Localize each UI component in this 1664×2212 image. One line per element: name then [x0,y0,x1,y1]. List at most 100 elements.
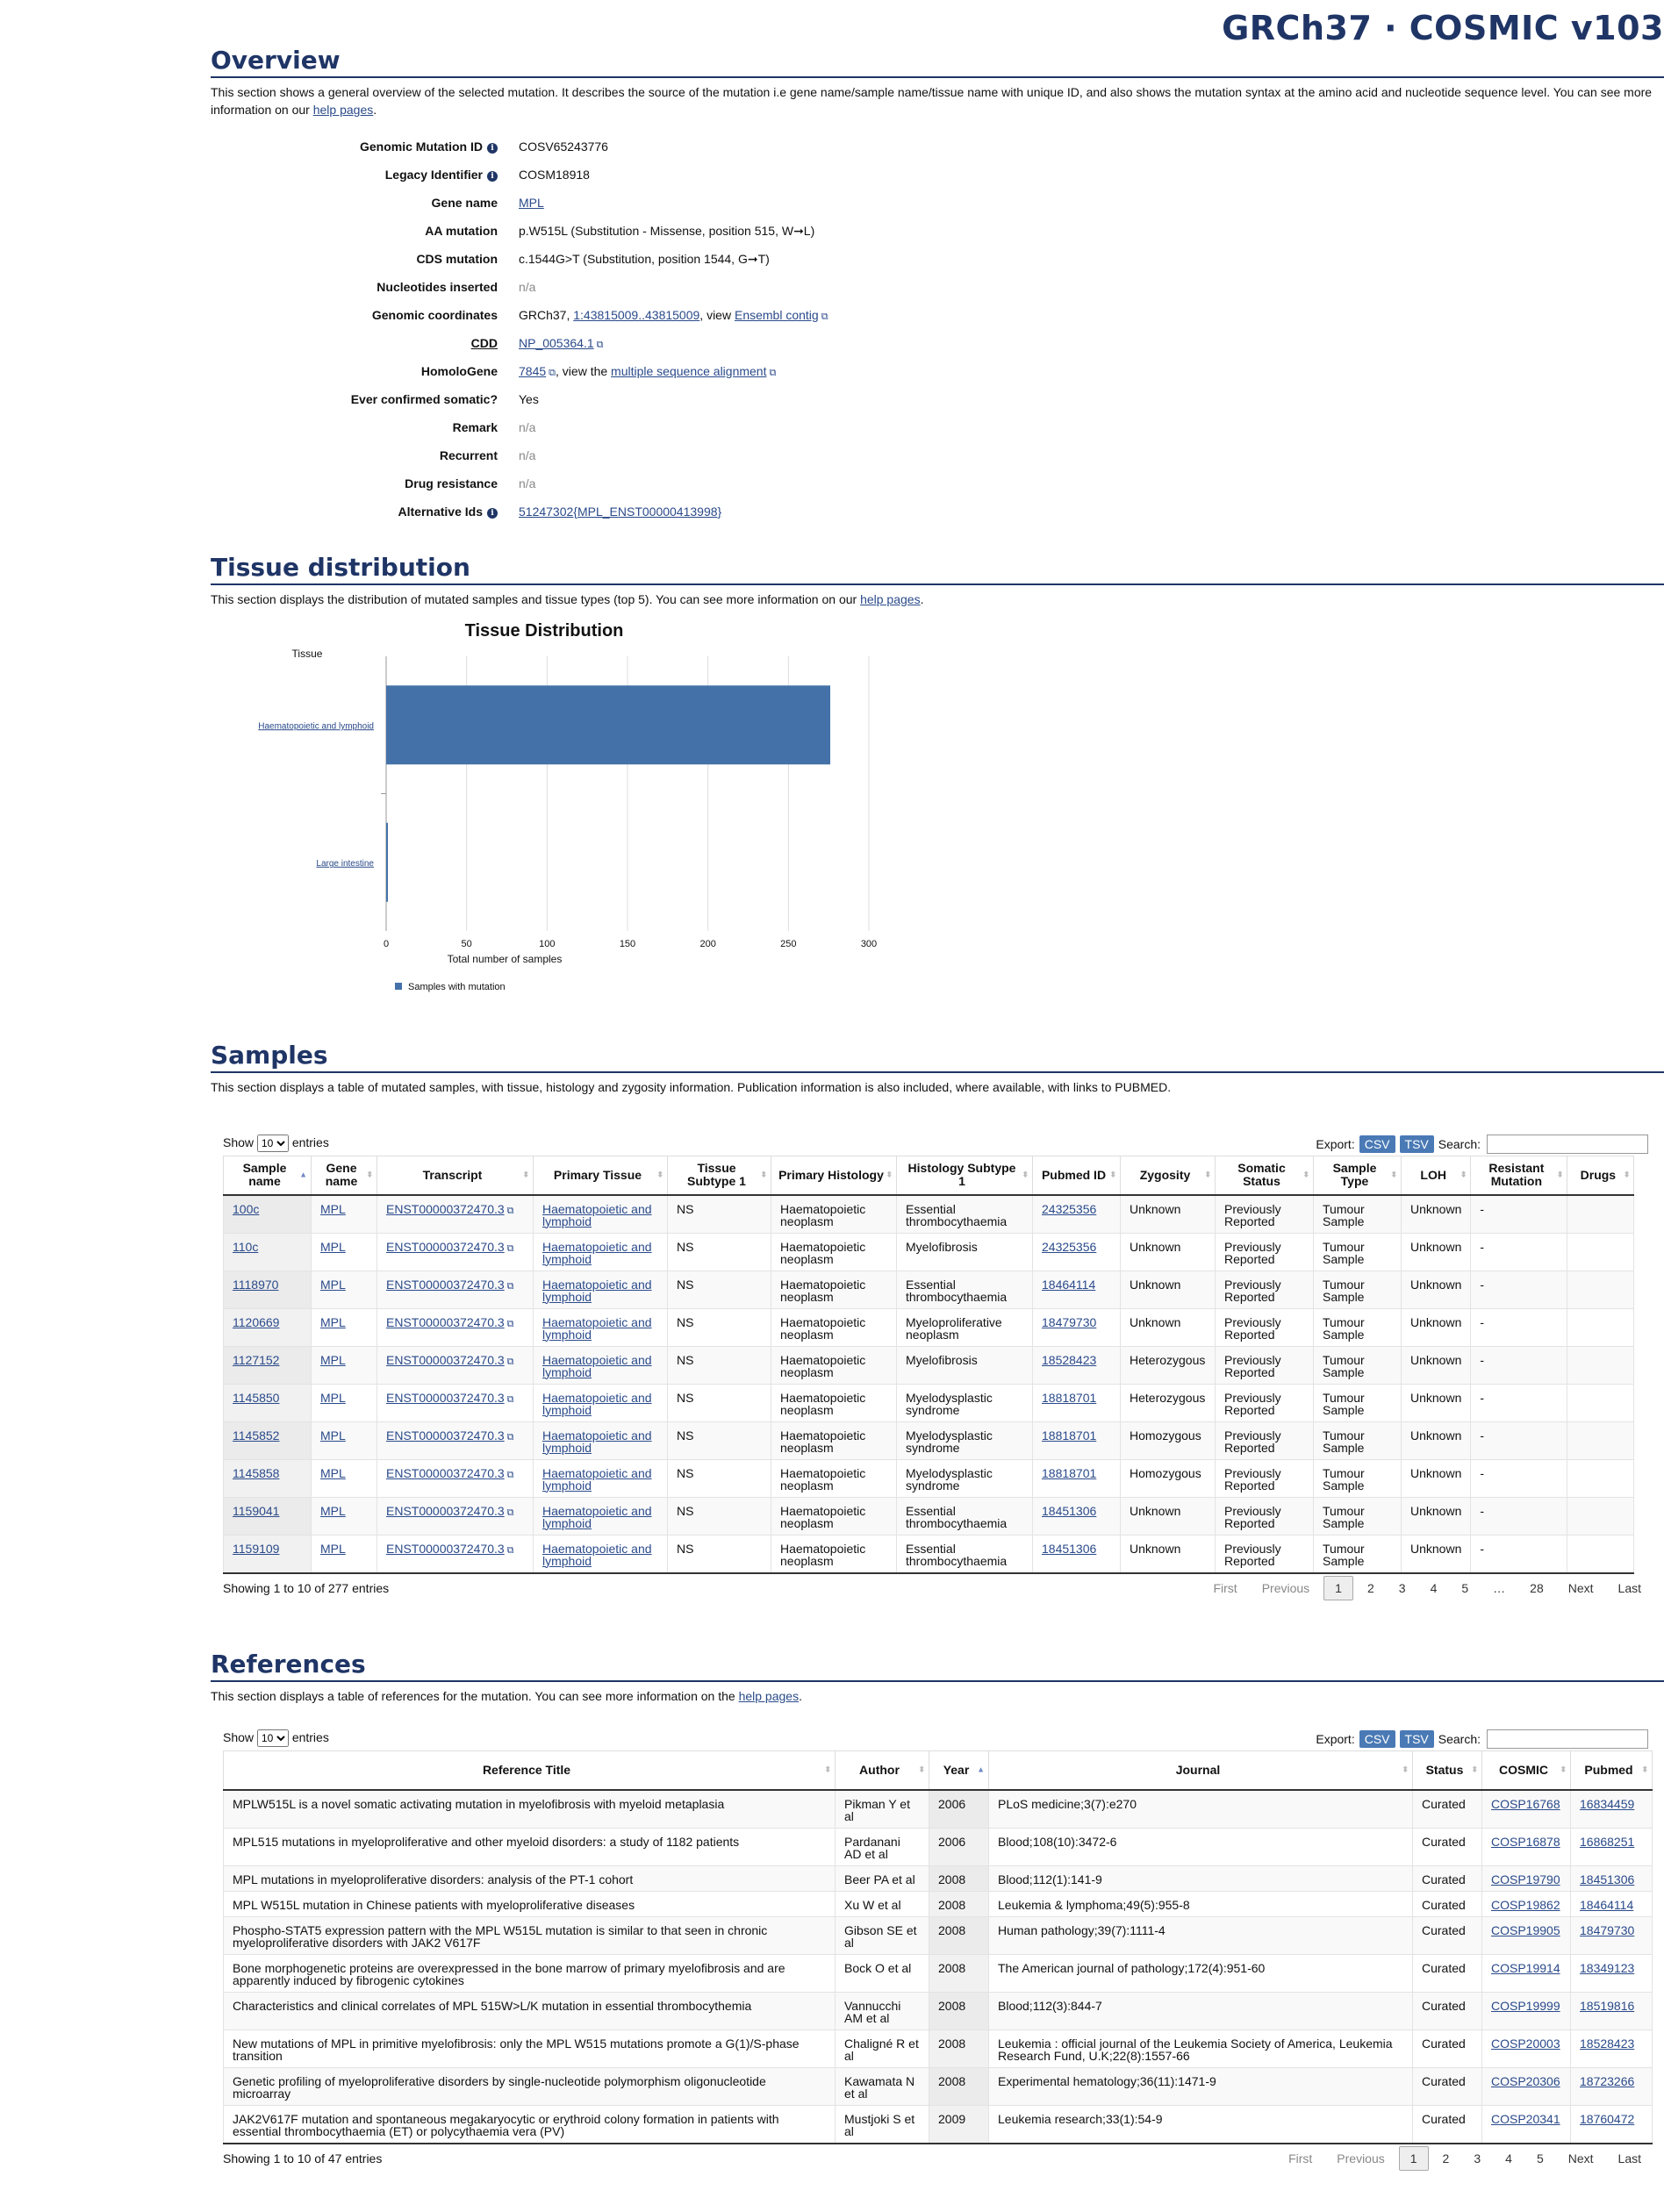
pubmed-link[interactable]: 18464114 [1580,1897,1634,1912]
samples-length-select[interactable]: 10 [256,1135,289,1152]
transcript-link[interactable]: ENST00000372470.3 [386,1503,505,1518]
ensembl-contig-link[interactable]: Ensembl contig [734,307,819,322]
page-last-button[interactable]: Last [1617,2151,1641,2165]
tissue-link[interactable]: Haematopoietic and lymphoid [542,1277,652,1304]
page-next-button[interactable]: Next [1567,2151,1594,2165]
page-previous-button[interactable]: Previous [1261,1580,1310,1595]
cosmic-link[interactable]: COSP19905 [1491,1922,1560,1937]
transcript-link[interactable]: ENST00000372470.3 [386,1465,505,1480]
export-csv-button[interactable]: CSV [1359,1135,1395,1153]
page-4-button[interactable]: 4 [1430,1580,1438,1595]
col-header-pubmed-id[interactable]: Pubmed ID ⬍ [1032,1156,1121,1196]
sample-link[interactable]: 1159041 [233,1503,280,1518]
transcript-link[interactable]: ENST00000372470.3 [386,1390,505,1405]
samples-search-input[interactable] [1487,1135,1648,1154]
page-28-button[interactable]: 28 [1530,1580,1544,1595]
col-header-status[interactable]: Status ⬍ [1412,1750,1482,1791]
transcript-link[interactable]: ENST00000372470.3 [386,1239,505,1254]
col-header-year[interactable]: Year ▲ [929,1750,989,1791]
export-tsv-button[interactable]: TSV [1399,1730,1434,1748]
gene-link[interactable]: MPL [320,1239,346,1254]
transcript-link[interactable]: ENST00000372470.3 [386,1428,505,1442]
page-2-button[interactable]: 2 [1366,1580,1374,1595]
cosmic-link[interactable]: COSP16878 [1491,1834,1560,1849]
tissue-link[interactable]: Haematopoietic and lymphoid [542,1239,652,1266]
export-csv-button[interactable]: CSV [1359,1730,1395,1748]
alternative-id-link[interactable]: 51247302{MPL_ENST00000413998} [519,505,722,519]
cosmic-link[interactable]: COSP19914 [1491,1960,1560,1975]
pubmed-link[interactable]: 18760472 [1580,2111,1635,2126]
pubmed-link[interactable]: 24325356 [1042,1239,1097,1254]
gene-link[interactable]: MPL [320,1465,346,1480]
pubmed-link[interactable]: 18519816 [1580,1998,1635,2013]
tissue-link[interactable]: Haematopoietic and lymphoid [542,1465,652,1493]
pubmed-link[interactable]: 24325356 [1042,1201,1097,1216]
gene-link[interactable]: MPL [320,1541,346,1556]
gene-link[interactable]: MPL [320,1390,346,1405]
help-pages-link[interactable]: help pages [312,103,374,117]
tissue-link[interactable]: Haematopoietic and lymphoid [542,1314,652,1342]
tissue-link[interactable]: Haematopoietic and lymphoid [542,1390,652,1417]
references-search-input[interactable] [1487,1729,1648,1749]
col-header-primary-tissue[interactable]: Primary Tissue ⬍ [533,1156,668,1196]
pubmed-link[interactable]: 18528423 [1580,2036,1635,2051]
sample-link[interactable]: 1120669 [233,1314,280,1329]
pubmed-link[interactable]: 18818701 [1042,1428,1097,1442]
info-icon[interactable]: i [487,143,498,154]
col-header-loh[interactable]: LOH ⬍ [1400,1156,1472,1196]
pubmed-link[interactable]: 18451306 [1042,1503,1097,1518]
pubmed-link[interactable]: 18479730 [1042,1314,1097,1329]
gene-link[interactable]: MPL [320,1277,346,1292]
page-first-button[interactable]: First [1288,2151,1313,2165]
page-next-button[interactable]: Next [1567,1580,1594,1595]
pubmed-link[interactable]: 18451306 [1580,1872,1635,1886]
gene-link[interactable]: MPL [320,1314,346,1329]
cosmic-link[interactable]: COSP19790 [1491,1872,1560,1886]
tissue-link[interactable]: Haematopoietic and lymphoid [542,1541,652,1568]
bar[interactable] [386,685,830,765]
gene-link[interactable]: MPL [320,1201,346,1216]
page-5-button[interactable]: 5 [1536,2151,1544,2165]
page-1-button[interactable]: 1 [1323,1575,1353,1600]
sample-link[interactable]: 1145858 [233,1465,280,1480]
cosmic-link[interactable]: COSP20341 [1491,2111,1560,2126]
references-length-select[interactable]: 10 [256,1729,289,1747]
page-3-button[interactable]: 3 [1398,1580,1406,1595]
page-1-button[interactable]: 1 [1398,2145,1429,2171]
tissue-link[interactable]: Haematopoietic and lymphoid [542,1428,652,1455]
sample-link[interactable]: 1159109 [233,1541,280,1556]
pubmed-link[interactable]: 18818701 [1042,1465,1097,1480]
pubmed-link[interactable]: 18451306 [1042,1541,1097,1556]
pubmed-link[interactable]: 18479730 [1580,1922,1635,1937]
page-2-button[interactable]: 2 [1442,2151,1450,2165]
pubmed-link[interactable]: 18464114 [1042,1277,1096,1292]
pubmed-link[interactable]: 18349123 [1580,1960,1635,1975]
sample-link[interactable]: 1145850 [233,1390,280,1405]
category-label-link[interactable]: Large intestine [316,859,374,869]
col-header-author[interactable]: Author ⬍ [835,1750,929,1791]
help-pages-link[interactable]: help pages [860,592,921,606]
tissue-link[interactable]: Haematopoietic and lymphoid [542,1503,652,1530]
transcript-link[interactable]: ENST00000372470.3 [386,1277,505,1292]
pubmed-link[interactable]: 16868251 [1580,1834,1635,1849]
page-first-button[interactable]: First [1213,1580,1237,1595]
col-header-cosmic[interactable]: COSMIC ⬍ [1481,1750,1571,1791]
col-header-transcript[interactable]: Transcript ⬍ [377,1156,534,1196]
cosmic-link[interactable]: COSP19862 [1491,1897,1560,1912]
pubmed-link[interactable]: 18818701 [1042,1390,1097,1405]
category-label-link[interactable]: Haematopoietic and lymphoid [258,721,374,731]
cosmic-link[interactable]: COSP19999 [1491,1998,1560,2013]
col-header-gene-name[interactable]: Gene name ⬍ [311,1156,377,1196]
sample-link[interactable]: 110c [233,1239,259,1254]
col-header-primary-histology[interactable]: Primary Histology ⬍ [771,1156,897,1196]
sample-link[interactable]: 100c [233,1201,260,1216]
page-3-button[interactable]: 3 [1474,2151,1481,2165]
bar[interactable] [386,822,388,902]
page-5-button[interactable]: 5 [1461,1580,1469,1595]
sample-link[interactable]: 1127152 [233,1352,280,1367]
col-header-zygosity[interactable]: Zygosity ⬍ [1120,1156,1216,1196]
col-header-sample-type[interactable]: Sample Type ⬍ [1313,1156,1402,1196]
transcript-link[interactable]: ENST00000372470.3 [386,1541,505,1556]
transcript-link[interactable]: ENST00000372470.3 [386,1352,505,1367]
cdd-link[interactable]: NP_005364.1 [519,335,594,350]
